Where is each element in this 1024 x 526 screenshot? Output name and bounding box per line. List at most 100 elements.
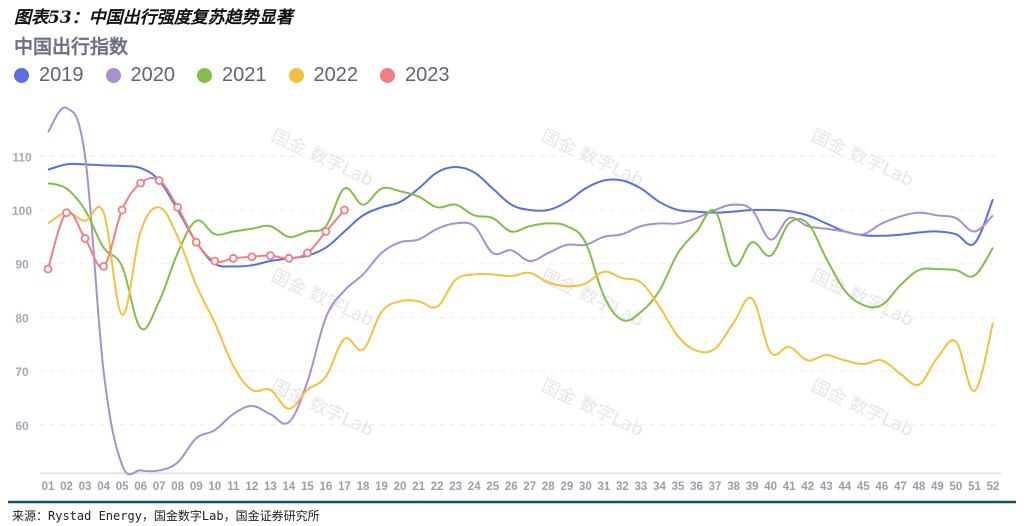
- legend-dot: [14, 68, 29, 83]
- x-tick-label: 06: [134, 481, 147, 493]
- x-tick-label: 11: [227, 481, 240, 493]
- series-line-2021: [47, 182, 994, 331]
- legend: 2019 2020 2021 2022 2023: [14, 64, 450, 87]
- y-tick-label: 70: [15, 365, 29, 379]
- x-tick-label: 36: [690, 481, 703, 493]
- x-tick-label: 29: [560, 481, 573, 493]
- x-tick-label: 38: [727, 481, 740, 493]
- x-tick-label: 41: [783, 481, 796, 493]
- x-tick-label: 23: [449, 481, 462, 493]
- x-tick-label: 34: [653, 481, 666, 493]
- watermark: 国金 数字Lab: [808, 125, 917, 191]
- x-tick-label: 12: [245, 481, 258, 493]
- data-point-2023: [340, 205, 349, 215]
- x-tick-label: 09: [190, 481, 203, 493]
- series-line-2020: [47, 106, 994, 476]
- legend-label: 2019: [39, 64, 84, 86]
- x-tick-label: 32: [616, 481, 629, 493]
- y-tick-label: 100: [12, 204, 32, 218]
- x-tick-label: 17: [338, 481, 351, 493]
- data-point-2023: [247, 252, 257, 262]
- x-tick-label: 52: [987, 481, 1000, 493]
- data-point-2023: [321, 227, 331, 236]
- x-tick-label: 46: [875, 481, 888, 493]
- legend-item-2023[interactable]: 2023: [380, 64, 450, 87]
- watermark: 国金 数字Lab: [268, 125, 377, 191]
- data-point-2023: [210, 256, 220, 266]
- data-point-2023: [80, 234, 90, 243]
- x-tick-label: 10: [208, 481, 221, 493]
- data-point-2023: [284, 253, 294, 263]
- legend-item-2020[interactable]: 2020: [105, 64, 176, 87]
- x-tick-label: 51: [968, 481, 981, 493]
- x-tick-label: 27: [523, 481, 536, 493]
- x-tick-label: 31: [597, 481, 610, 493]
- x-tick-label: 44: [838, 481, 851, 493]
- data-point-2023: [228, 253, 238, 263]
- legend-label: 2021: [222, 64, 267, 86]
- x-tick-label: 26: [505, 481, 518, 493]
- x-tick-label: 40: [764, 481, 777, 493]
- legend-item-2019[interactable]: 2019: [14, 64, 84, 87]
- x-tick-label: 02: [60, 481, 73, 493]
- watermark: 国金 数字Lab: [808, 265, 917, 331]
- x-tick-label: 24: [468, 481, 481, 493]
- data-point-2023: [43, 264, 53, 274]
- x-tick-label: 03: [79, 481, 92, 493]
- x-tick-label: 16: [320, 481, 333, 493]
- legend-dot: [288, 68, 304, 83]
- x-tick-label: 47: [894, 481, 907, 493]
- x-tick-label: 04: [97, 481, 110, 493]
- x-tick-label: 13: [264, 481, 277, 493]
- data-point-2023: [303, 248, 312, 258]
- x-tick-label: 28: [542, 481, 555, 493]
- x-tick-label: 43: [820, 481, 833, 493]
- source-note: 来源：Rystad Energy，国金数字Lab，国金证券研究所: [12, 509, 320, 523]
- legend-label: 2022: [313, 64, 359, 86]
- watermark: 国金 数字Lab: [808, 375, 917, 441]
- watermark: 国金 数字Lab: [268, 375, 377, 441]
- x-tick-label: 20: [394, 481, 407, 493]
- x-tick-label: 50: [950, 481, 963, 493]
- watermark: 国金 数字Lab: [538, 125, 647, 191]
- legend-item-2022[interactable]: 2022: [288, 64, 359, 87]
- y-tick-label: 110: [12, 150, 32, 164]
- y-tick-label: 60: [15, 419, 29, 433]
- data-point-2023: [265, 251, 275, 261]
- x-tick-label: 22: [431, 481, 444, 493]
- x-tick-label: 35: [672, 481, 685, 493]
- x-tick-label: 01: [42, 481, 55, 493]
- x-tick-label: 33: [635, 481, 648, 493]
- x-tick-label: 07: [153, 481, 166, 493]
- x-tick-label: 18: [357, 481, 370, 493]
- series-line-2022: [47, 205, 994, 410]
- figure-title: 图表53：中国出行强度复苏趋势显著: [14, 8, 293, 28]
- x-tick-label: 21: [412, 481, 425, 493]
- legend-dot: [380, 68, 395, 83]
- legend-item-2021[interactable]: 2021: [197, 64, 267, 87]
- x-tick-label: 08: [171, 481, 184, 493]
- series-line-2019: [47, 162, 994, 268]
- x-tick-label: 45: [857, 481, 870, 493]
- legend-label: 2020: [130, 64, 176, 86]
- legend-dot: [105, 68, 121, 83]
- x-tick-label: 39: [746, 481, 759, 493]
- watermark: 国金 数字Lab: [538, 265, 647, 331]
- x-tick-label: 05: [116, 481, 129, 493]
- watermark: 国金 数字Lab: [538, 375, 647, 441]
- data-point-2023: [191, 237, 201, 247]
- x-tick-label: 30: [579, 481, 592, 493]
- x-tick-label: 42: [801, 481, 814, 493]
- data-point-2023: [136, 178, 146, 188]
- x-tick-label: 14: [282, 481, 295, 493]
- y-tick-label: 90: [15, 258, 29, 272]
- data-point-2023: [99, 261, 108, 271]
- legend-label: 2023: [405, 64, 450, 86]
- watermark: 国金 数字Lab: [268, 265, 377, 331]
- x-tick-label: 49: [931, 481, 944, 493]
- x-tick-label: 48: [912, 481, 925, 493]
- data-point-2023: [154, 176, 164, 185]
- data-point-2023: [173, 202, 183, 212]
- x-tick-label: 25: [486, 481, 499, 493]
